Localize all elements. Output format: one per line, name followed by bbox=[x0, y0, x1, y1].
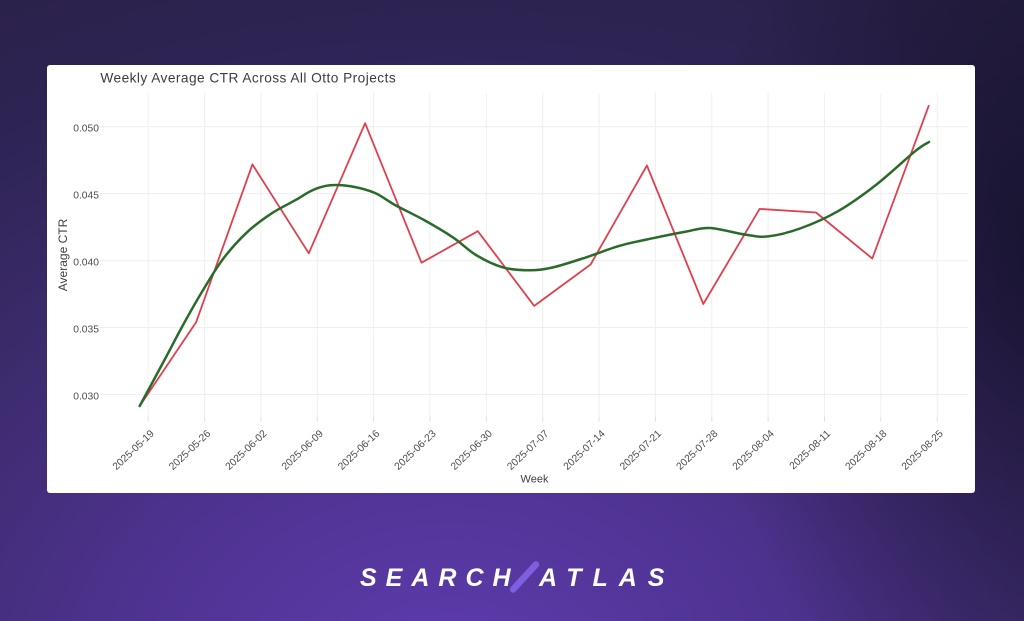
svg-text:0.040: 0.040 bbox=[73, 257, 99, 268]
svg-text:SEARCH: SEARCH bbox=[360, 564, 520, 592]
svg-text:ATLAS: ATLAS bbox=[538, 564, 675, 592]
svg-text:Average CTR: Average CTR bbox=[56, 218, 70, 291]
svg-text:0.035: 0.035 bbox=[73, 324, 99, 335]
svg-text:0.030: 0.030 bbox=[73, 391, 99, 402]
svg-text:Week: Week bbox=[521, 474, 549, 486]
svg-text:Weekly Average CTR Across All: Weekly Average CTR Across All Otto Proje… bbox=[100, 70, 396, 85]
svg-text:0.050: 0.050 bbox=[73, 124, 99, 135]
svg-text:0.045: 0.045 bbox=[73, 190, 99, 201]
